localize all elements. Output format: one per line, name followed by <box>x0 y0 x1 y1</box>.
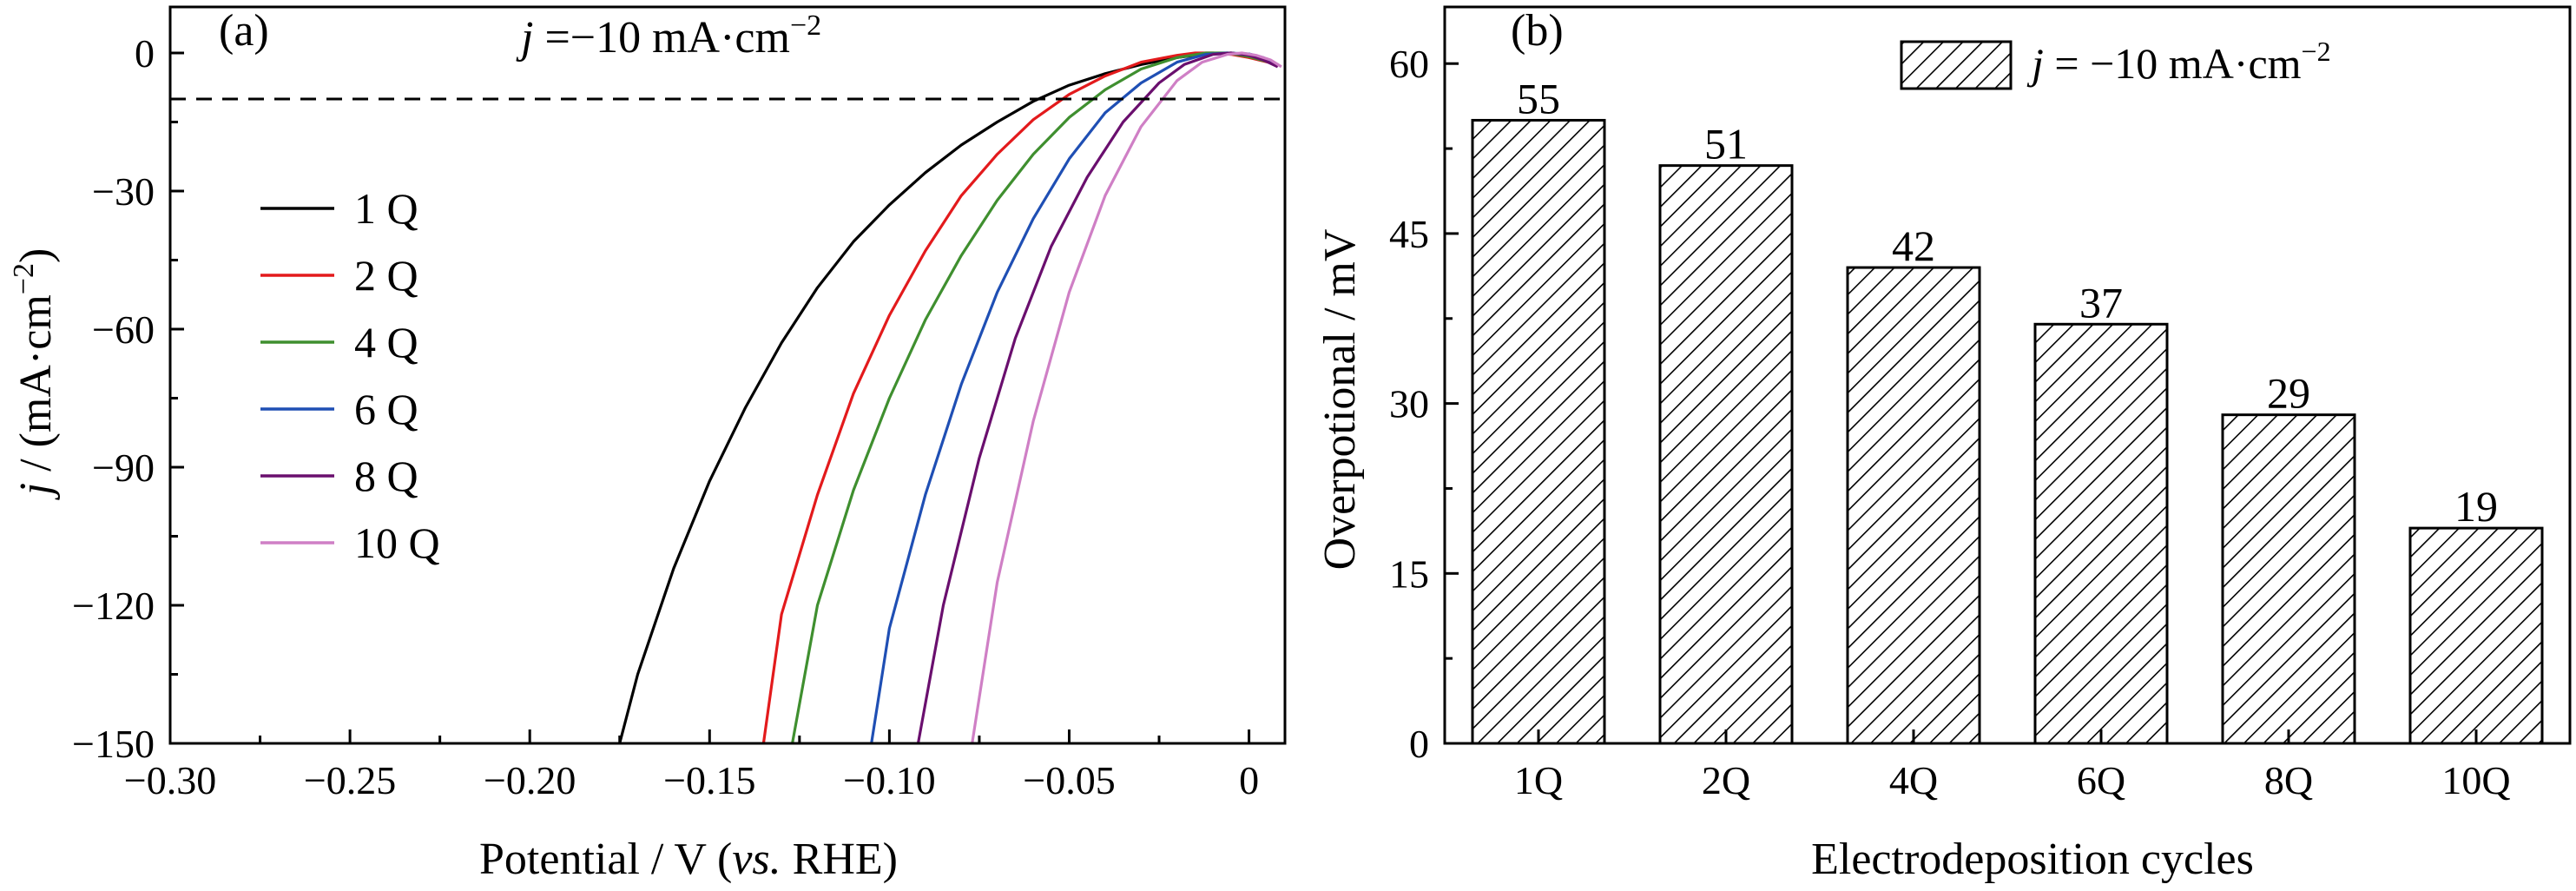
plot-frame <box>168 5 1287 745</box>
annotation-current-density: j =−10 mA·cm−2 <box>516 10 821 63</box>
panel-label-b: (b) <box>1511 6 1564 56</box>
y-tick-label: −120 <box>72 584 155 628</box>
x-tick-label: 4Q <box>1889 758 1938 802</box>
legend-label: j = −10 mA·cm−2 <box>2026 36 2331 88</box>
x-tick-label: 2Q <box>1702 758 1750 802</box>
y-axis-title: j / (mA·cm−2) <box>8 248 61 501</box>
x-axis-title: Electrodeposition cycles <box>1811 835 2254 884</box>
legend-label: 1 Q <box>354 184 418 233</box>
bar-2Q <box>1658 164 1794 745</box>
y-axis-ticks: 0 −30 −60 −90 −120 −150 <box>72 31 184 766</box>
plot-frame <box>1443 5 2572 745</box>
x-tick-label: 6Q <box>2077 758 2125 802</box>
bars-layer: 55 51 42 37 29 19 <box>1471 74 2544 745</box>
panel-a-line-chart: −0.30 −0.25 −0.20 −0.15 −0.10 −0.05 0 0 −30 −60 −… <box>8 5 1287 884</box>
bar-value-label: 19 <box>2454 482 2498 531</box>
x-axis-title: Potential / V (vs. RHE) <box>479 835 898 884</box>
y-tick-label: −30 <box>92 169 155 214</box>
bar-1Q <box>1471 118 1606 745</box>
series-line-1 <box>618 51 1279 744</box>
series-line-4 <box>870 51 1279 744</box>
y-tick-label: 30 <box>1389 382 1429 426</box>
y-tick-label: 15 <box>1389 551 1429 596</box>
bar-6Q <box>2033 322 2169 745</box>
bar-10Q <box>2408 526 2544 745</box>
y-tick-label: 0 <box>135 31 155 76</box>
series-line-3 <box>791 51 1279 744</box>
x-tick-label: 1Q <box>1514 758 1563 802</box>
bar-value-label: 29 <box>2267 369 2310 418</box>
y-tick-label: 0 <box>1409 722 1429 766</box>
x-tick-label: 8Q <box>2264 758 2313 802</box>
panel-b-bar-chart: 55 51 42 37 29 19 1Q 2Q 4Q 6Q 8Q 10Q 0 15 30 45 60 (b)… <box>1315 5 2572 884</box>
x-tick-label: −0.25 <box>304 758 396 802</box>
y-tick-label: 45 <box>1389 212 1429 256</box>
x-tick-label: 10Q <box>2441 758 2510 802</box>
x-tick-label: −0.10 <box>843 758 935 802</box>
x-tick-label: −0.30 <box>124 758 216 802</box>
x-tick-label: −0.20 <box>484 758 576 802</box>
legend-swatch <box>1900 40 2013 90</box>
legend-label: 10 Q <box>354 518 440 567</box>
y-tick-label: −150 <box>72 722 155 766</box>
bar-value-label: 55 <box>1517 74 1560 122</box>
x-axis-ticks: 1Q 2Q 4Q 6Q 8Q 10Q <box>1514 729 2511 802</box>
legend: 1 Q 2 Q 4 Q 6 Q 8 Q 10 Q <box>260 184 440 567</box>
y-tick-label: −90 <box>92 446 155 490</box>
y-tick-label: 60 <box>1389 42 1429 86</box>
bar-value-label: 51 <box>1704 120 1748 168</box>
series-line-5 <box>916 51 1279 744</box>
legend-label: 8 Q <box>354 452 418 500</box>
legend: j = −10 mA·cm−2 <box>1900 36 2331 90</box>
bar-value-label: 42 <box>1892 221 1935 270</box>
series-layer <box>618 51 1282 744</box>
series-line-2 <box>761 51 1279 744</box>
bar-value-label: 37 <box>2079 278 2123 327</box>
panel-label-a: (a) <box>219 6 269 56</box>
y-axis-title: Overpotional / mV <box>1315 229 1365 571</box>
bar-8Q <box>2221 413 2356 745</box>
x-axis-ticks: −0.30 −0.25 −0.20 −0.15 −0.10 −0.05 0 <box>124 729 1259 802</box>
series-line-6 <box>971 51 1282 744</box>
y-axis-ticks: 0 15 30 45 60 <box>1389 42 1459 766</box>
legend-label: 6 Q <box>354 385 418 433</box>
y-tick-label: −60 <box>92 307 155 352</box>
bar-4Q <box>1846 266 1981 745</box>
x-tick-label: −0.05 <box>1023 758 1115 802</box>
legend-label: 4 Q <box>354 318 418 366</box>
x-tick-label: −0.15 <box>663 758 755 802</box>
x-tick-label: 0 <box>1239 758 1259 802</box>
legend-label: 2 Q <box>354 251 418 300</box>
